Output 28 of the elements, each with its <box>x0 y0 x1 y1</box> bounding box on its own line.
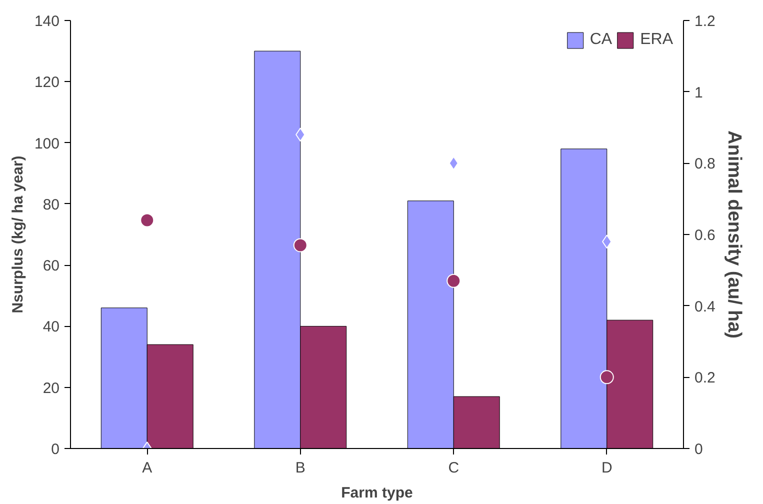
y2-tick-label: 0.6 <box>694 227 716 244</box>
y-tick-label: 40 <box>42 318 60 336</box>
y-tick-label: 80 <box>42 196 60 214</box>
point <box>293 238 308 252</box>
point <box>446 274 461 288</box>
y2-tick-label: 0.4 <box>694 298 716 316</box>
legend-label: ERA <box>640 31 673 49</box>
y-tick-label: 100 <box>34 135 60 152</box>
y2-axis-title: Animal density (au/ ha) <box>723 130 744 338</box>
x-tick-label: B <box>295 460 306 476</box>
y-tick-label: 120 <box>34 74 60 92</box>
y-tick-label: 0 <box>51 441 60 458</box>
point <box>600 370 614 384</box>
x-tick-label: D <box>601 460 612 476</box>
y2-tick-label: 0 <box>694 441 703 458</box>
y-tick-label: 20 <box>42 380 60 397</box>
y-tick-label: 140 <box>34 13 60 30</box>
x-axis-title: Farm type <box>341 484 413 502</box>
legend-label: CA <box>590 31 612 49</box>
x-tick-label: A <box>142 460 152 476</box>
x-tick-label: C <box>448 460 460 476</box>
y-axis-title: Nsurplus (kg/ ha year) <box>9 156 26 314</box>
point <box>140 213 154 228</box>
y2-tick-label: 0.8 <box>694 156 716 173</box>
y-tick-label: 60 <box>42 258 60 275</box>
y2-tick-label: 1.2 <box>694 13 716 30</box>
y2-tick-label: 0.2 <box>694 370 716 387</box>
y2-tick-label: 1 <box>694 84 703 102</box>
